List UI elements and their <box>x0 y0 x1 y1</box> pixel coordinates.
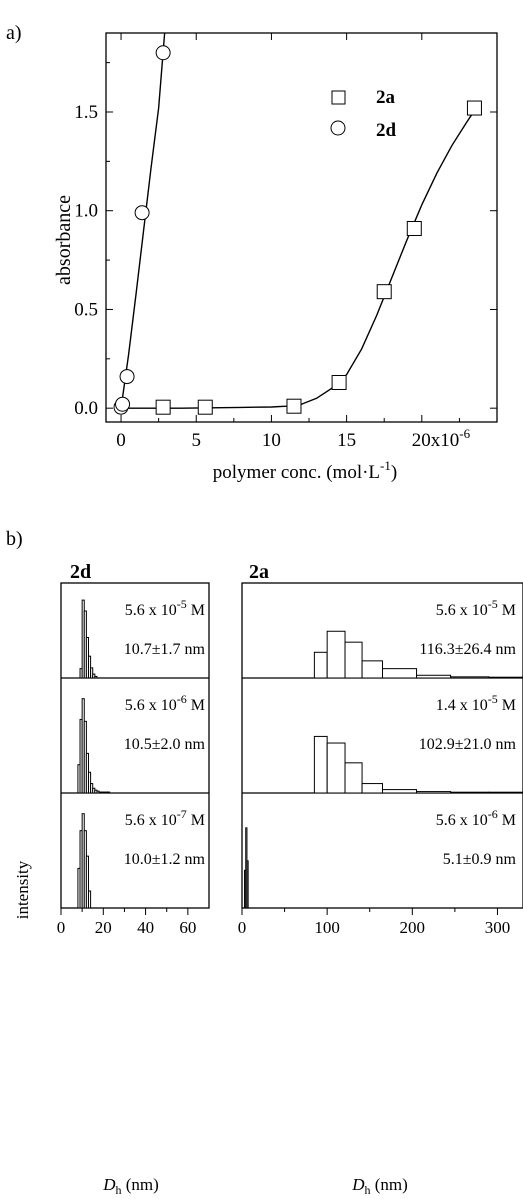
data-point-2a <box>376 284 392 300</box>
panel-b-label: b) <box>6 528 23 550</box>
histogram-bar-2d <box>87 890 92 909</box>
concentration-label: 5.6 x 10-6 M <box>436 807 516 829</box>
x-tick-label-2d: 40 <box>137 918 154 937</box>
x-tick-label: 0 <box>116 430 126 451</box>
plot-frame <box>105 32 498 423</box>
histogram-bar-2a <box>488 676 523 679</box>
legend: 2a 2d <box>330 87 397 141</box>
y-tick-label: 1.5 <box>74 102 98 123</box>
x-tick-label: 15 <box>337 430 356 451</box>
data-point-2d <box>119 369 135 385</box>
x-tick-label-2a: 300 <box>485 918 511 937</box>
x-tick-label: 20x10-6 <box>412 426 471 451</box>
histogram-bar-2a <box>326 742 346 794</box>
concentration-label: 5.6 x 10-6 M <box>125 692 205 714</box>
histogram-bar-2a <box>450 676 490 679</box>
data-point-2d <box>134 205 150 221</box>
data-point-2a <box>197 399 213 415</box>
data-point-2a <box>406 220 422 236</box>
size-label: 5.1±0.9 nm <box>443 851 517 868</box>
legend-square-marker <box>331 90 346 105</box>
histogram-bar-2d <box>107 791 111 794</box>
legend-label-2a: 2a <box>376 87 396 108</box>
y-tick-label: 0.0 <box>74 398 98 419</box>
histogram-bar-2a <box>361 783 383 794</box>
histogram-bar-2d <box>85 855 89 909</box>
histogram-bar-2a <box>344 762 363 794</box>
y-axis-label: absorbance <box>53 195 75 285</box>
x-tick-label-2a: 200 <box>400 918 426 937</box>
dh-axis-label-2d: Dh (nm) <box>102 1175 159 1197</box>
x-tick-label-2d: 60 <box>179 918 196 937</box>
x-axis-label: polymer conc. (mol·L-1) <box>213 458 397 483</box>
histogram-bar-2d <box>87 771 92 794</box>
data-point-2a <box>466 100 482 116</box>
dh-axis-label-2a: Dh (nm) <box>351 1175 408 1197</box>
concentration-label: 5.6 x 10-5 M <box>436 597 516 619</box>
histogram-bar-2a <box>416 791 452 794</box>
x-tick-label-2d: 20 <box>95 918 112 937</box>
histogram-bar-2a <box>313 735 328 794</box>
histogram-bar-2a <box>488 791 523 794</box>
histogram-bar-2a <box>416 674 452 679</box>
data-point-2a <box>286 398 302 414</box>
x-tick-label-2d: 0 <box>57 918 66 937</box>
x-tick-label: 10 <box>262 430 281 451</box>
histogram-bar-2a <box>344 641 363 679</box>
histogram-frame-2a <box>241 582 523 909</box>
size-label: 10.5±2.0 nm <box>124 736 206 753</box>
histogram-bar-2a <box>382 789 418 794</box>
concentration-label: 5.6 x 10-7 M <box>125 807 205 829</box>
intensity-axis-label: intensity <box>13 860 32 919</box>
size-label: 116.3±26.4 nm <box>419 641 516 658</box>
histogram-bar-2a <box>361 660 383 679</box>
concentration-label: 1.4 x 10-5 M <box>436 692 516 714</box>
group-title-2d: 2d <box>70 561 91 583</box>
absorbance-chart: 0 5 10 15 20x10-6 0.0 0.5 1.0 1.5 <box>74 32 498 451</box>
fit-line-2d <box>120 32 166 409</box>
size-label: 10.0±1.2 nm <box>124 851 206 868</box>
data-point-2d <box>155 45 171 61</box>
histogram-bar-2a <box>246 860 249 909</box>
y-tick-label: 1.0 <box>74 201 98 222</box>
histogram-bar-2d <box>87 655 92 679</box>
histogram-frame-2d <box>60 582 210 909</box>
panel-a-label: a) <box>6 22 22 44</box>
fit-line-2a <box>121 105 479 409</box>
histogram-bar-2a <box>450 791 490 794</box>
x-tick-label-2a: 0 <box>238 918 247 937</box>
legend-circle-marker <box>330 120 346 136</box>
data-point-2d <box>115 396 131 412</box>
x-tick-label-2a: 100 <box>314 918 340 937</box>
data-point-2a <box>331 375 347 391</box>
histogram-bar-2a <box>382 668 418 679</box>
histogram-bar-2d <box>90 667 94 679</box>
histogram-bar-2a <box>326 630 346 679</box>
group-title-2a: 2a <box>249 561 269 583</box>
size-label: 102.9±21.0 nm <box>419 736 517 753</box>
size-label: 10.7±1.7 nm <box>124 641 206 658</box>
data-point-2a <box>155 399 171 415</box>
size-distribution-charts: 0 20 40 60 0 100 200 300 5.6 x 10-5 M 10.7±1.7 nm… <box>57 582 523 937</box>
histogram-bar-2a <box>313 651 328 679</box>
y-tick-label: 0.5 <box>74 299 98 320</box>
legend-label-2d: 2d <box>376 120 397 141</box>
x-tick-label: 5 <box>191 430 201 451</box>
concentration-label: 5.6 x 10-5 M <box>125 597 205 619</box>
histogram-bar-2d <box>94 675 98 679</box>
